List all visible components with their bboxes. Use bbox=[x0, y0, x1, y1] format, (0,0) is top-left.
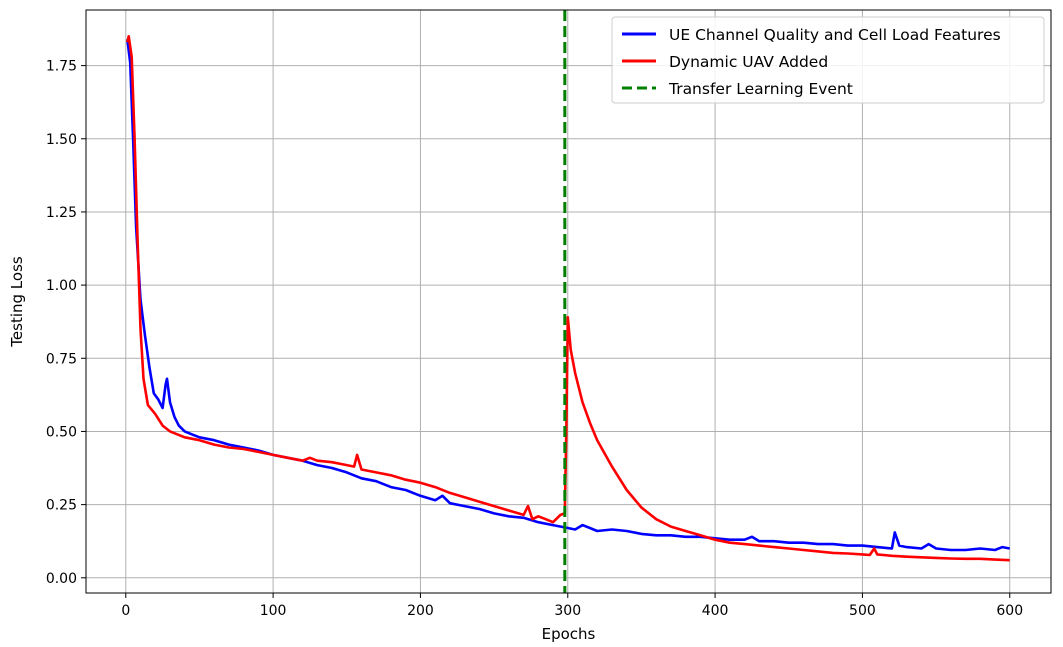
series-layer bbox=[126, 10, 1010, 593]
y-tick-label: 0.50 bbox=[46, 424, 77, 440]
y-axis-label: Testing Loss bbox=[8, 256, 26, 348]
x-tick-label: 200 bbox=[407, 603, 434, 619]
plot-area-frame bbox=[85, 9, 1052, 594]
x-tick-label: 300 bbox=[554, 603, 581, 619]
legend-box bbox=[611, 16, 1045, 104]
legend-label: UE Channel Quality and Cell Load Feature… bbox=[669, 26, 1001, 44]
series-line-2 bbox=[126, 35, 1010, 562]
y-tick-label: 0.75 bbox=[46, 351, 77, 367]
y-tick-label: 1.25 bbox=[46, 205, 77, 221]
grid bbox=[86, 10, 1051, 593]
y-tick-label: 1.50 bbox=[46, 132, 77, 148]
x-tick-label: 0 bbox=[121, 603, 130, 619]
y-tick-label: 0.00 bbox=[46, 571, 77, 587]
x-axis-label: Epochs bbox=[542, 625, 596, 643]
x-tick-label: 600 bbox=[996, 603, 1023, 619]
y-tick-label: 1.00 bbox=[46, 278, 77, 294]
x-tick-label: 500 bbox=[849, 603, 876, 619]
legend-label: Dynamic UAV Added bbox=[669, 53, 828, 71]
legend-label: Transfer Learning Event bbox=[668, 80, 853, 98]
y-tick-label: 0.25 bbox=[46, 498, 77, 514]
y-tick-label: 1.75 bbox=[46, 59, 77, 75]
series-line-1 bbox=[126, 39, 1010, 552]
legend: UE Channel Quality and Cell Load Feature… bbox=[611, 16, 1045, 104]
axis-ticks: 0 100 200 300 400 500 600 0.00 0.25 0.50 0.75 1.00 1… bbox=[46, 59, 1023, 619]
x-tick-label: 400 bbox=[702, 603, 729, 619]
x-tick-label: 100 bbox=[260, 603, 287, 619]
